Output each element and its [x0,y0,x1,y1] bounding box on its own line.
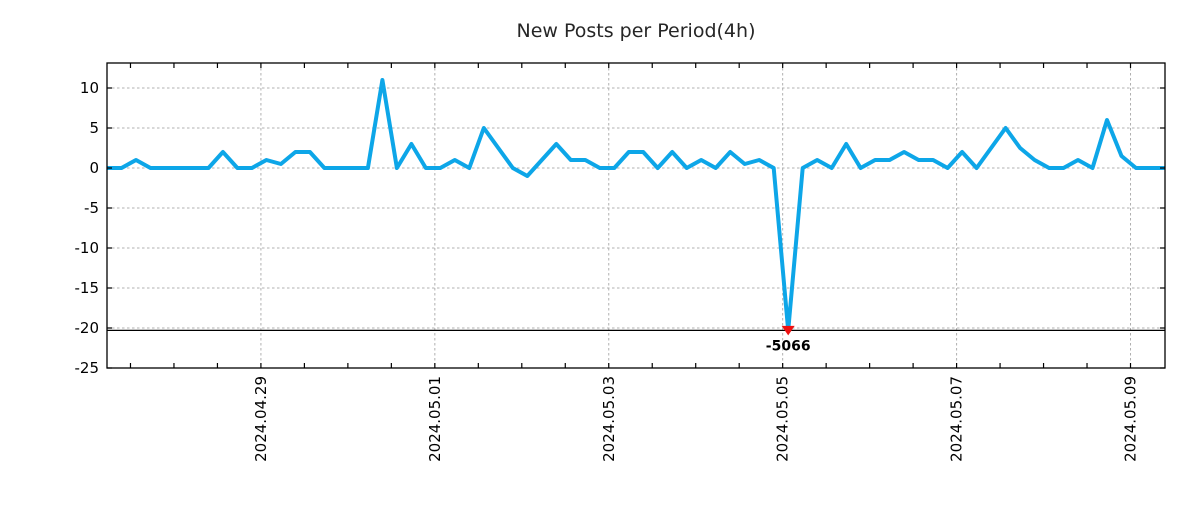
label-layer: 10 5 0 -5 -10 -15 -20 -25 2024.04.29 2024.05.01 20… [75,79,1140,462]
x-tick-label: 2024.04.29 [252,376,270,462]
x-tick-label: 2024.05.05 [774,376,792,462]
min-marker-icon [781,325,795,336]
grid-layer [107,63,1165,369]
y-tick-label: -10 [75,239,100,257]
x-tick-label: 2024.05.01 [426,376,444,462]
series-line [107,78,1165,333]
annotation-min-value: -5066 [766,338,811,354]
y-tick-label: 10 [80,79,99,97]
y-tick-label: -15 [75,279,100,297]
y-tick-label: -25 [75,359,100,377]
x-tick-label: 2024.05.09 [1122,376,1140,462]
y-tick-label: -20 [75,319,100,337]
y-tick-label: 5 [89,119,99,137]
axis-layer [106,62,1166,369]
x-tick-label: 2024.05.07 [948,376,966,462]
chart-title: New Posts per Period(4h) [517,20,756,42]
y-tick-label: -5 [84,199,99,217]
x-tick-label: 2024.05.03 [600,376,618,462]
series-layer: -5066 [107,78,1165,354]
plot-border [106,62,1166,369]
y-tick-label: 0 [89,159,99,177]
